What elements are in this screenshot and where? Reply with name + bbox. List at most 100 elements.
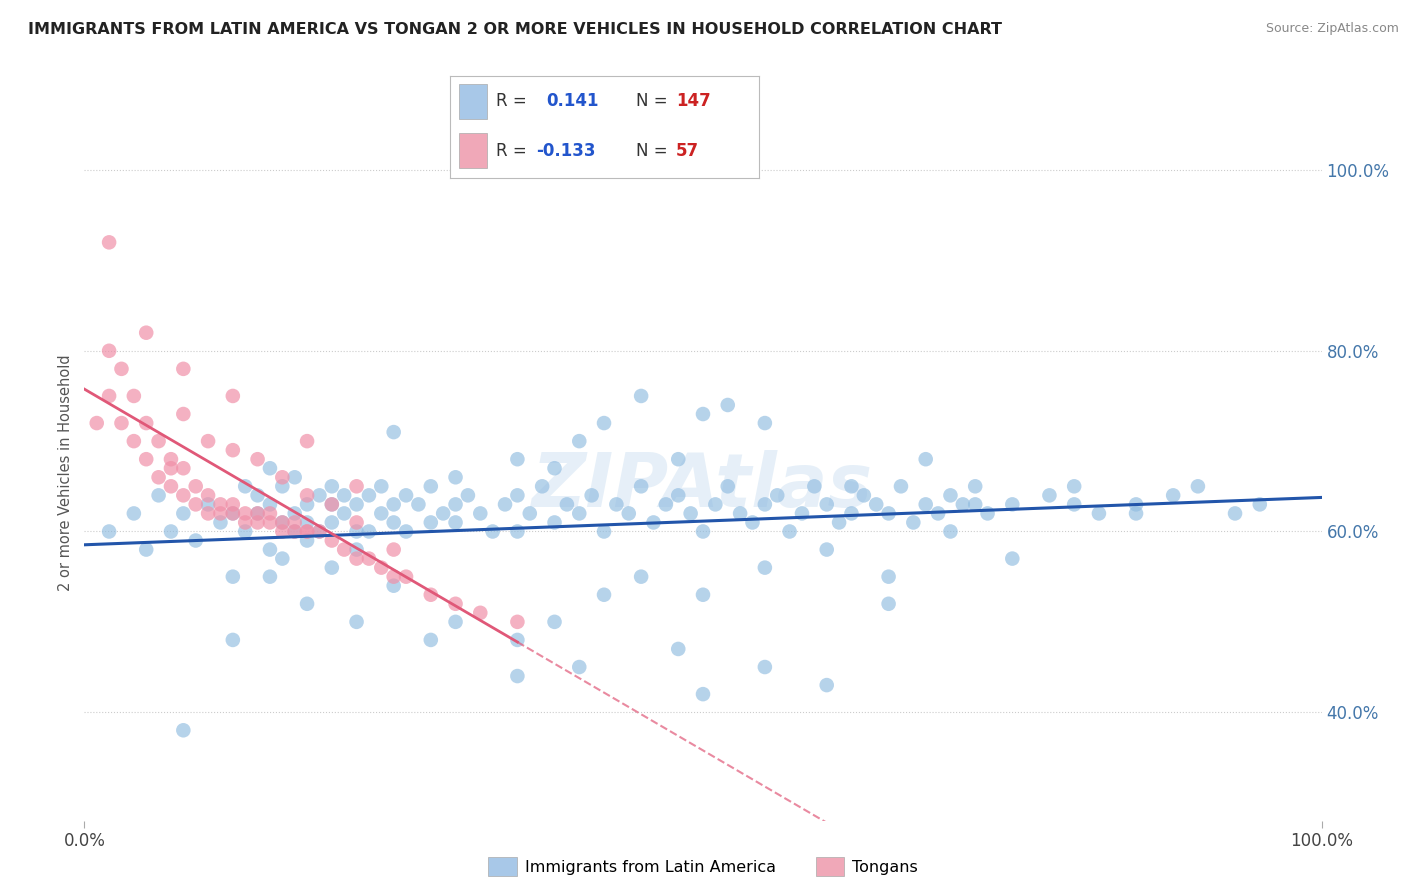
Point — [271, 524, 294, 539]
Point — [444, 615, 467, 629]
Point — [148, 434, 170, 449]
Point — [160, 452, 183, 467]
Point — [630, 479, 652, 493]
Point — [655, 497, 678, 511]
Point — [382, 497, 405, 511]
Point — [259, 461, 281, 475]
Text: ZIPAtlas: ZIPAtlas — [533, 450, 873, 524]
Point — [135, 542, 157, 557]
Point — [346, 516, 368, 530]
Point — [382, 569, 405, 583]
Point — [135, 416, 157, 430]
Point — [98, 524, 121, 539]
Point — [419, 479, 441, 493]
Point — [233, 507, 256, 521]
Point — [470, 507, 492, 521]
Point — [692, 524, 714, 539]
Point — [209, 507, 232, 521]
Point — [1001, 551, 1024, 566]
Point — [494, 497, 516, 511]
Point — [890, 479, 912, 493]
Y-axis label: 2 or more Vehicles in Household: 2 or more Vehicles in Household — [58, 354, 73, 591]
Point — [506, 669, 529, 683]
Point — [148, 470, 170, 484]
Point — [370, 507, 392, 521]
Point — [357, 551, 380, 566]
Point — [321, 560, 343, 574]
Point — [766, 488, 789, 502]
Point — [346, 497, 368, 511]
Point — [86, 416, 108, 430]
Point — [914, 452, 936, 467]
Point — [259, 497, 281, 511]
Point — [1125, 507, 1147, 521]
Point — [617, 507, 640, 521]
Bar — [460, 84, 486, 119]
Point — [160, 524, 183, 539]
Text: Source: ZipAtlas.com: Source: ZipAtlas.com — [1265, 22, 1399, 36]
Point — [444, 470, 467, 484]
Point — [222, 389, 245, 403]
Point — [939, 488, 962, 502]
Point — [1063, 497, 1085, 511]
Point — [271, 470, 294, 484]
Point — [222, 632, 245, 647]
Point — [395, 524, 418, 539]
Point — [110, 362, 132, 376]
Point — [506, 632, 529, 647]
Point — [295, 524, 318, 539]
Point — [939, 524, 962, 539]
Point — [259, 542, 281, 557]
Point — [172, 723, 194, 738]
Text: 57: 57 — [676, 142, 699, 160]
Point — [357, 488, 380, 502]
Point — [1223, 507, 1246, 521]
Point — [271, 516, 294, 530]
Point — [790, 507, 813, 521]
Point — [914, 497, 936, 511]
Point — [259, 569, 281, 583]
Point — [222, 507, 245, 521]
Point — [506, 615, 529, 629]
Point — [160, 461, 183, 475]
Point — [531, 479, 554, 493]
Point — [382, 542, 405, 557]
Point — [1038, 488, 1060, 502]
Text: N =: N = — [636, 142, 666, 160]
Point — [382, 579, 405, 593]
Point — [246, 507, 269, 521]
Point — [382, 425, 405, 439]
Point — [1125, 497, 1147, 511]
Point — [98, 389, 121, 403]
Point — [284, 507, 307, 521]
Point — [741, 516, 763, 530]
Point — [110, 416, 132, 430]
Point — [382, 516, 405, 530]
Point — [122, 389, 145, 403]
Point — [419, 588, 441, 602]
Point — [295, 524, 318, 539]
Point — [135, 452, 157, 467]
Point — [172, 407, 194, 421]
Point — [259, 507, 281, 521]
Point — [295, 497, 318, 511]
Point — [333, 488, 356, 502]
Point — [233, 524, 256, 539]
Point — [395, 569, 418, 583]
Point — [754, 560, 776, 574]
Point — [271, 479, 294, 493]
Point — [321, 497, 343, 511]
Point — [284, 524, 307, 539]
Point — [666, 488, 689, 502]
Point — [284, 516, 307, 530]
Text: 0.141: 0.141 — [546, 93, 599, 111]
Text: 147: 147 — [676, 93, 710, 111]
Point — [172, 362, 194, 376]
Point — [568, 507, 591, 521]
Point — [952, 497, 974, 511]
Point — [1063, 479, 1085, 493]
Point — [419, 632, 441, 647]
Point — [965, 497, 987, 511]
Point — [815, 678, 838, 692]
Point — [815, 542, 838, 557]
